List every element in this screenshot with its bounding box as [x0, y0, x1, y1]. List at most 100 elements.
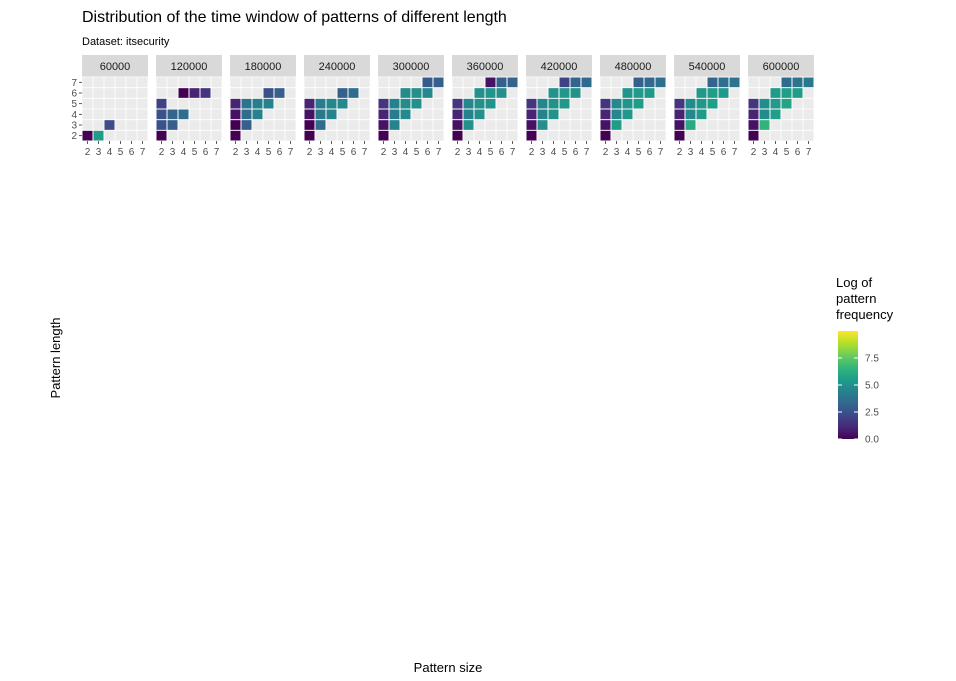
facet-panel: 360000 [451, 55, 519, 142]
heatmap-cell [696, 98, 707, 109]
heatmap-cell [781, 77, 792, 88]
heatmap-cell [378, 98, 389, 109]
heatmap-cell [241, 98, 252, 109]
heatmap-cell [537, 109, 548, 120]
y-tick-label: 6 [71, 89, 77, 100]
heatmap-cell [707, 77, 718, 88]
heatmap-cell [696, 88, 707, 98]
heatmap-cell [707, 98, 718, 109]
facet-strip-label: 480000 [615, 61, 652, 73]
heatmap-cell [178, 88, 189, 98]
heatmap-cell [156, 98, 167, 109]
facet-strip-label: 240000 [319, 61, 356, 73]
heatmap-cell [337, 88, 348, 98]
heatmap-cell [389, 120, 400, 130]
heatmap-cell [104, 120, 115, 130]
x-tick-label: 3 [170, 147, 176, 158]
facet-panel: 180000 [229, 55, 297, 142]
facet-panel: 540000 [673, 55, 741, 142]
heatmap-cell [526, 98, 537, 109]
facet-panels: 60000 120000 180000 240000 300000 360000 42000… [81, 55, 815, 142]
x-tick-label: 5 [784, 147, 790, 158]
facet-panel: 480000 [599, 55, 667, 142]
heatmap-cell [463, 109, 474, 120]
heatmap-cell [759, 109, 770, 120]
heatmap-cell [781, 98, 792, 109]
x-tick-label: 5 [636, 147, 642, 158]
heatmap-cell [748, 109, 759, 120]
heatmap-cell [718, 88, 729, 98]
heatmap-cell [422, 88, 433, 98]
heatmap-cell [759, 120, 770, 130]
heatmap-cell [759, 98, 770, 109]
x-tick-label: 7 [214, 147, 220, 158]
x-tick-label: 5 [340, 147, 346, 158]
heatmap-cell [674, 120, 685, 130]
heatmap-cell [548, 98, 559, 109]
heatmap-cell [559, 77, 570, 88]
heatmap-cell [485, 98, 496, 109]
heatmap-cell [496, 77, 507, 88]
legend-colorbar [838, 331, 858, 439]
heatmap-cell [241, 109, 252, 120]
facet-strip-label: 420000 [541, 61, 578, 73]
heatmap-cell [304, 130, 315, 141]
x-tick-label: 3 [688, 147, 694, 158]
heatmap-cell [167, 109, 178, 120]
x-tick-label: 6 [425, 147, 431, 158]
heatmap-cell [156, 120, 167, 130]
heatmap-cell [770, 88, 781, 98]
heatmap-cell [400, 98, 411, 109]
legend-ticks: 0.0 2.5 5.0 7.5 [838, 354, 879, 446]
x-tick-label: 7 [584, 147, 590, 158]
x-tick-label: 6 [351, 147, 357, 158]
x-tick-label: 4 [625, 147, 631, 158]
x-tick-label: 5 [488, 147, 494, 158]
heatmap-cell [559, 98, 570, 109]
heatmap-cell [685, 120, 696, 130]
facet-strip [378, 55, 444, 77]
facet-strip [748, 55, 814, 77]
heatmap-cell [389, 98, 400, 109]
x-tick-label: 3 [466, 147, 472, 158]
x-tick-label: 2 [381, 147, 387, 158]
heatmap-cell [526, 120, 537, 130]
y-tick-label: 3 [71, 121, 77, 132]
heatmap-cell [241, 120, 252, 130]
x-tick-label: 6 [203, 147, 209, 158]
heatmap-cell [548, 88, 559, 98]
heatmap-cell [200, 88, 211, 98]
heatmap-cell [378, 130, 389, 141]
heatmap-cell [559, 88, 570, 98]
x-tick-label: 2 [85, 147, 91, 158]
heatmap-cell [748, 130, 759, 141]
heatmap-cell [685, 109, 696, 120]
heatmap-cell [600, 98, 611, 109]
facet-panel: 120000 [155, 55, 223, 142]
heatmap-cell [581, 77, 592, 88]
heatmap-cell [378, 109, 389, 120]
heatmap-cell [496, 88, 507, 98]
heatmap-cell [685, 98, 696, 109]
heatmap-cell [189, 88, 200, 98]
heatmap-cell [230, 130, 241, 141]
facet-panel: 240000 [303, 55, 371, 142]
heatmap-cell [729, 77, 740, 88]
heatmap-cell [315, 98, 326, 109]
x-tick-label: 3 [762, 147, 768, 158]
y-axis-title: Pattern length [48, 318, 63, 399]
x-axis-title: Pattern size [414, 660, 483, 675]
heatmap-cell [167, 120, 178, 130]
x-tick-label: 6 [277, 147, 283, 158]
x-tick-label: 7 [510, 147, 516, 158]
legend-tick-label: 7.5 [865, 354, 879, 365]
legend-tick-label: 0.0 [865, 435, 879, 446]
legend-tick-label: 5.0 [865, 381, 879, 392]
heatmap-cell [433, 77, 444, 88]
heatmap-cell [655, 77, 666, 88]
x-tick-label: 2 [159, 147, 165, 158]
heatmap-cell [156, 130, 167, 141]
